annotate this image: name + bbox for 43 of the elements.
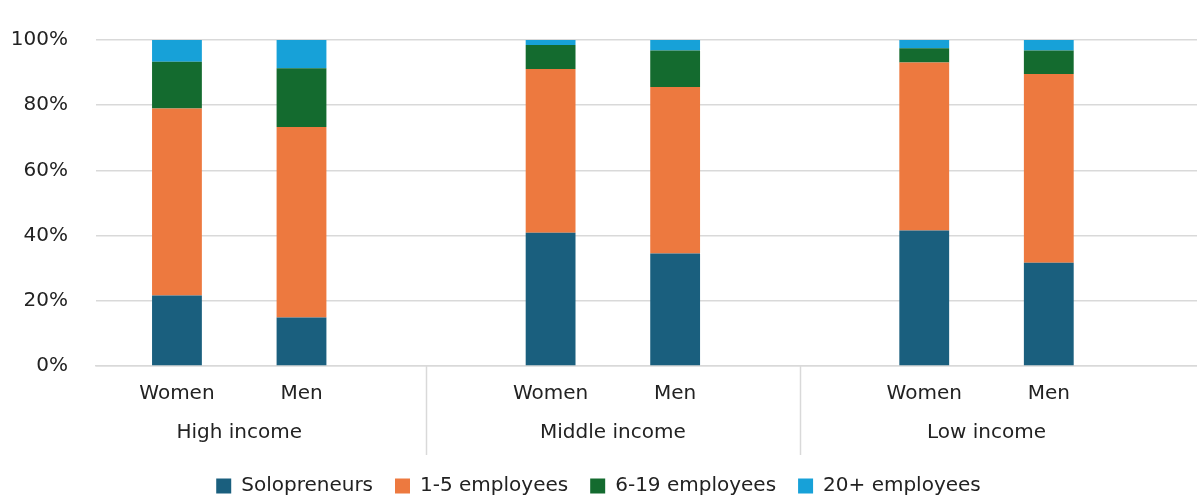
x-tick-label: Women <box>512 380 589 405</box>
bar <box>276 40 327 69</box>
bar <box>899 48 950 63</box>
bar <box>899 40 950 49</box>
text: Middle income <box>540 419 686 444</box>
x-tick-label: Men <box>280 380 323 405</box>
text: Low income <box>927 419 1047 444</box>
text: High income <box>176 419 303 444</box>
x-tick-label: Men <box>1027 380 1070 405</box>
bar <box>276 127 327 318</box>
bar <box>152 61 202 109</box>
bar <box>650 86 701 254</box>
bar <box>1023 40 1074 51</box>
y-tick-label: 0% <box>36 352 68 377</box>
bar <box>899 62 950 231</box>
bar <box>152 295 202 366</box>
bar <box>152 40 202 62</box>
legend-label: 6-19 employees <box>615 472 777 496</box>
bar <box>650 40 701 51</box>
y-tick-label: 40% <box>23 221 68 246</box>
legend-label: 20+ employees <box>823 472 981 496</box>
y-tick-label: 80% <box>23 91 68 116</box>
bar <box>650 50 701 87</box>
x-tick-label: Men <box>654 380 697 405</box>
bar <box>1023 262 1074 366</box>
y-tick-label: 20% <box>23 287 68 311</box>
y-tick-label: 100% <box>10 26 68 51</box>
bar <box>525 44 576 70</box>
bar <box>276 317 327 366</box>
bar <box>650 253 701 366</box>
bar <box>525 40 576 45</box>
bar <box>899 230 950 366</box>
bar <box>1023 73 1074 263</box>
bar <box>152 108 202 296</box>
bar <box>525 232 576 366</box>
legend-label: Solopreneurs <box>241 472 374 496</box>
y-tick-label: 60% <box>23 156 68 181</box>
bar <box>525 69 576 233</box>
legend-label: 1-5 employees <box>420 472 569 496</box>
bar <box>276 68 327 128</box>
x-tick-label: Women <box>886 380 962 405</box>
bar <box>1023 50 1074 74</box>
x-tick-label: Women <box>139 380 215 405</box>
